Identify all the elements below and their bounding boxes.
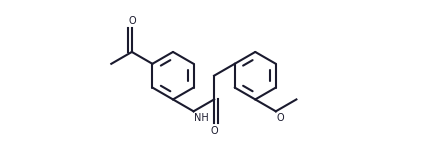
Text: O: O bbox=[276, 113, 284, 123]
Text: O: O bbox=[128, 16, 135, 26]
Text: O: O bbox=[210, 126, 218, 136]
Text: NH: NH bbox=[194, 113, 209, 123]
